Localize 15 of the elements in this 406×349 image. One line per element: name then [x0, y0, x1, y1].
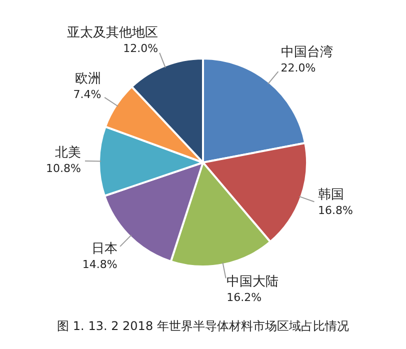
- data-label: 12.0%: [123, 42, 158, 55]
- slice-label: 中国台湾: [280, 44, 333, 60]
- slice-label: 日本: [91, 242, 118, 257]
- data-label: 10.8%: [46, 162, 82, 175]
- data-label: 22.0%: [280, 61, 316, 74]
- slice-label: 欧洲: [75, 72, 102, 87]
- slice-label: 亚太及其他地区: [67, 25, 158, 40]
- data-label: 16.8%: [318, 204, 353, 217]
- data-label: 16.2%: [226, 291, 262, 304]
- data-label: 7.4%: [73, 88, 102, 102]
- slice-label: 北美: [55, 144, 82, 160]
- slice-label: 韩国: [318, 187, 344, 202]
- slice-label: 中国大陆: [226, 274, 279, 290]
- caption: 图 1. 13. 2 2018 年世界半导体材料市场区域占比情况: [56, 318, 350, 335]
- data-label: 14.8%: [82, 258, 118, 272]
